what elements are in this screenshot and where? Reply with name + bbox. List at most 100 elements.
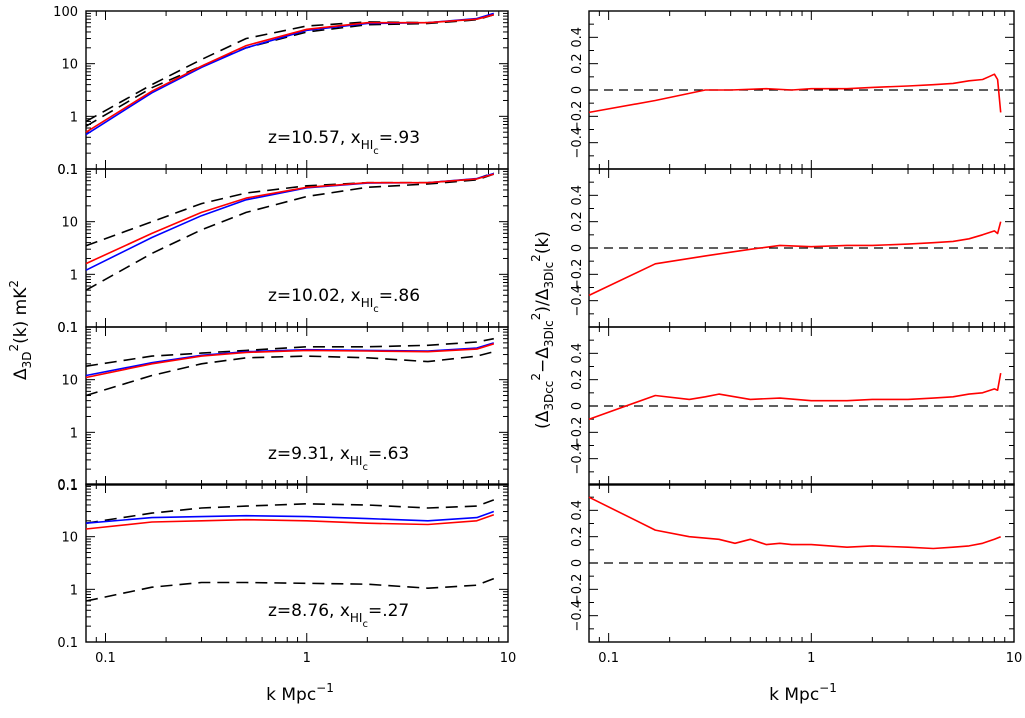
right-y-tick-label: 0.4 <box>570 185 585 206</box>
left-y-tick-label: 1 <box>70 426 78 441</box>
right-panel-4-series-ratio <box>588 496 1002 550</box>
left-y-tick-label: 1 <box>70 268 78 283</box>
left-panel-3-series-upper <box>85 337 494 367</box>
left-x-tick-label: 0.1 <box>95 651 116 666</box>
right-y-tick-label: 0.4 <box>570 343 585 364</box>
right-y-tick-label: 0 <box>570 559 585 567</box>
right-y-tick-label: 0.2 <box>570 369 585 390</box>
left-y-label-sub: 3D <box>20 352 34 369</box>
left-y-tick-label: 1 <box>70 110 78 125</box>
right-panel-3: −0.4−0.2 0 0.2 0.4 <box>570 326 1015 486</box>
left-y-tick-label: 0.1 <box>57 163 78 178</box>
annotation-x-subsub: c <box>373 304 379 315</box>
right-y-tick-label: −0.2 <box>570 574 585 606</box>
left-panel-frame <box>85 483 509 643</box>
left-y-tick-label: 10 <box>61 531 78 546</box>
right-y-tick-label: −0.4 <box>570 127 585 159</box>
annotation-z: z=9.31, x <box>268 444 350 464</box>
right-y-label-part-8: 2 <box>529 254 543 262</box>
right-column-panels: −0.4−0.200.20.4−0.4−0.200.20.4−0.4−0.200… <box>570 10 1023 666</box>
right-panel-4: −0.4−0.2 0 0.2 0.4 0.1 1 10 <box>570 483 1023 666</box>
right-panel-3-series-ratio <box>588 372 1002 420</box>
left-y-tick-label: 0.1 <box>57 478 78 493</box>
left-y-tick-label: 100 <box>53 5 78 20</box>
left-panel-frame <box>85 326 509 486</box>
left-y-label-sup: 2 <box>7 344 21 352</box>
annotation-z: z=10.57, x <box>268 128 361 148</box>
left-y-tick-label: 1 <box>70 583 78 598</box>
right-panel-1-series-ratio <box>588 73 1002 114</box>
left-y-label-rest: (k) mK <box>11 287 31 344</box>
right-y-tick-label: −0.4 <box>570 600 585 632</box>
right-y-tick-label: 0.4 <box>570 27 585 48</box>
left-panel-4-annotation: z=8.76, xHIc=.27 <box>268 601 409 630</box>
right-y-tick-label: −0.2 <box>570 101 585 133</box>
right-y-tick-label: −0.2 <box>570 259 585 291</box>
right-x-label-exp: −1 <box>819 681 837 695</box>
left-y-axis-label: Δ3D2(k) mK2 <box>7 280 34 380</box>
left-panel-1-series-red <box>85 13 495 133</box>
right-y-tick-label: 0 <box>570 86 585 94</box>
right-y-label-part-3: −Δ <box>533 347 553 373</box>
left-panel-1-series-lower <box>85 13 495 127</box>
right-x-label-text: k Mpc <box>769 685 819 705</box>
left-panel-2: 0.1 1 10 0.1 z=10.02, xHIc=.86 <box>57 163 509 336</box>
right-y-tick-label: −0.4 <box>570 285 585 317</box>
left-panel-4-series-upper <box>85 499 495 524</box>
left-panel-3-series-red <box>85 343 495 379</box>
left-y-tick-label: 10 <box>61 374 78 389</box>
right-y-label-part-7: 3Dlc <box>542 262 556 289</box>
right-panel-2: −0.4−0.2 0 0.2 0.4 <box>570 168 1015 328</box>
right-x-tick-label: 0.1 <box>598 651 619 666</box>
right-x-axis-label: k Mpc−1 <box>769 681 837 705</box>
left-x-tick-label: 10 <box>500 651 517 666</box>
right-y-label-part-4: 3Dlc <box>542 320 556 347</box>
right-y-label-part-5: 2 <box>529 313 543 321</box>
annotation-x-value: =.27 <box>368 601 409 621</box>
right-y-tick-label: 0 <box>570 244 585 252</box>
left-panel-4-series-red <box>85 514 495 530</box>
right-x-tick-label: 1 <box>807 651 815 666</box>
left-y-label-unit-sup: 2 <box>7 280 21 288</box>
annotation-x-value: =.93 <box>379 128 420 148</box>
annotation-x-sub: HI <box>350 611 363 625</box>
right-y-label-part-2: 2 <box>529 373 543 381</box>
annotation-x-value: =.63 <box>368 444 409 464</box>
right-y-label-part-9: (k) <box>533 231 553 254</box>
left-y-tick-label: 10 <box>61 216 78 231</box>
left-panel-2-annotation: z=10.02, xHIc=.86 <box>268 286 420 315</box>
right-y-tick-label: 0.4 <box>570 500 585 521</box>
right-y-tick-label: −0.4 <box>570 443 585 475</box>
annotation-z: z=8.76, x <box>268 601 350 621</box>
right-y-tick-label: −0.2 <box>570 417 585 449</box>
right-x-tick-label: 10 <box>1006 651 1023 666</box>
right-y-tick-label: 0.2 <box>570 211 585 232</box>
right-y-axis-label: (Δ3Dcc2−Δ3Dlc2)/Δ3Dlc2(k) <box>529 231 556 429</box>
left-panel-1-series-blue <box>85 12 495 136</box>
left-panel-2-series-red <box>85 173 495 265</box>
left-panel-1-annotation: z=10.57, xHIc=.93 <box>268 128 420 157</box>
right-y-label-part-6: )/Δ <box>533 288 553 312</box>
left-panel-4-series-blue <box>85 510 495 524</box>
right-y-label-part-1: 3Dcc <box>542 381 556 411</box>
left-panel-3: 0.1 1 10 0.1 z=9.31, xHIc=.63 <box>57 321 509 494</box>
right-panel-2-series-ratio <box>588 221 1002 297</box>
left-y-tick-label: 0.1 <box>57 321 78 336</box>
annotation-z: z=10.02, x <box>268 286 361 306</box>
left-x-label-exp: −1 <box>316 681 334 695</box>
left-panel-4-series-lower <box>85 577 495 602</box>
left-panel-1-series-upper <box>85 12 495 123</box>
annotation-x-subsub: c <box>362 619 368 630</box>
left-y-tick-label: 0.1 <box>57 321 78 336</box>
left-panel-3-series-blue <box>85 342 495 377</box>
annotation-x-sub: HI <box>350 454 363 468</box>
left-y-tick-label: 0.1 <box>57 636 78 651</box>
left-panel-3-annotation: z=9.31, xHIc=.63 <box>268 444 409 473</box>
annotation-x-subsub: c <box>362 462 368 473</box>
left-panel-3-series-lower <box>85 350 495 397</box>
right-y-tick-label: 0.2 <box>570 53 585 74</box>
left-x-tick-label: 1 <box>303 651 311 666</box>
right-y-label-part-0: (Δ <box>533 410 553 429</box>
